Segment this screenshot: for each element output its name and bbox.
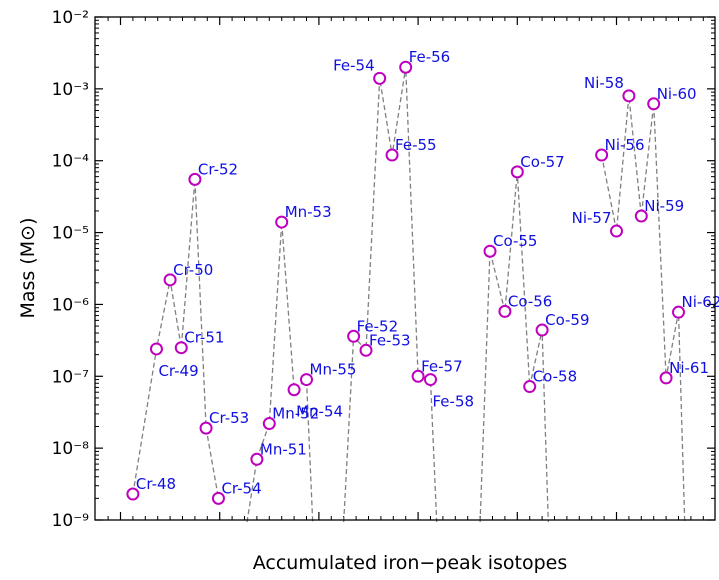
data-point-mn-53	[275, 215, 289, 229]
data-point-co-59	[535, 323, 549, 337]
data-point-mn-54	[287, 383, 301, 397]
point-label-mn-55: Mn-55	[310, 361, 357, 379]
point-label-fe-55: Fe-55	[395, 136, 437, 154]
data-point-co-55	[483, 244, 497, 258]
point-labels: Cr-48 Cr-49 Cr-50 Cr-51 Cr-52 Cr-53 Cr-54 Mn-51…	[136, 48, 719, 497]
data-point-cr-53	[199, 421, 213, 435]
point-label-cr-54: Cr-54	[221, 479, 261, 497]
y-axis-label: Mass (M⊙)	[17, 217, 39, 318]
data-point-ni-62	[672, 305, 685, 319]
point-label-cr-50: Cr-50	[173, 261, 213, 279]
point-label-mn-53: Mn-53	[285, 203, 332, 221]
point-label-ni-60: Ni-60	[657, 85, 697, 103]
data-points	[126, 60, 685, 505]
data-point-mn-55	[300, 373, 313, 387]
data-point-cr-49	[149, 342, 163, 356]
data-point-mn-52	[262, 417, 276, 431]
series-line-co	[479, 171, 549, 523]
data-point-fe-54	[373, 71, 387, 85]
data-point-fe-53	[359, 343, 373, 357]
data-point-fe-58	[424, 373, 437, 387]
y-tick-label: 10⁻³	[52, 80, 89, 100]
y-tick-label: 10⁻⁶	[52, 295, 90, 315]
point-label-ni-57: Ni-57	[572, 209, 612, 227]
plot-frame	[94, 16, 716, 521]
point-label-cr-53: Cr-53	[209, 409, 249, 427]
data-point-cr-51	[174, 341, 188, 355]
point-label-fe-56: Fe-56	[409, 48, 451, 66]
data-point-fe-52	[347, 329, 361, 343]
point-label-co-57: Co-57	[520, 153, 564, 171]
point-label-ni-61: Ni-61	[669, 359, 709, 377]
point-label-cr-52: Cr-52	[198, 160, 238, 178]
data-point-ni-61	[659, 371, 673, 385]
point-label-ni-62: Ni-62	[682, 293, 719, 311]
point-label-fe-52: Fe-52	[357, 317, 399, 335]
y-tick-label: 10⁻⁴	[52, 152, 90, 172]
point-label-fe-54: Fe-54	[333, 56, 375, 74]
y-tick-label: 10⁻⁷	[52, 367, 90, 387]
point-label-co-59: Co-59	[545, 311, 589, 329]
data-point-ni-58	[622, 89, 636, 103]
point-label-ni-59: Ni-59	[644, 197, 684, 215]
data-point-cr-50	[163, 273, 177, 287]
point-label-ni-56: Ni-56	[605, 136, 645, 154]
data-point-cr-54	[211, 491, 225, 505]
data-point-cr-48	[126, 487, 140, 501]
data-point-cr-52	[188, 172, 202, 186]
point-label-fe-57: Fe-57	[421, 357, 463, 375]
data-point-ni-57	[610, 224, 623, 238]
point-label-cr-49: Cr-49	[158, 362, 198, 380]
data-point-co-56	[498, 304, 512, 318]
point-label-mn-54: Mn-54	[296, 403, 343, 421]
point-label-co-56: Co-56	[508, 292, 552, 310]
point-label-ni-58: Ni-58	[584, 74, 624, 92]
data-point-ni-56	[595, 148, 609, 162]
data-point-fe-55	[385, 148, 399, 162]
data-point-co-58	[523, 380, 537, 394]
data-point-fe-56	[399, 60, 413, 74]
point-label-co-58: Co-58	[533, 368, 577, 386]
x-axis-label: Accumulated iron−peak isotopes	[253, 552, 568, 574]
point-label-fe-58: Fe-58	[433, 393, 475, 411]
y-tick-label: 10⁻⁵	[52, 224, 89, 244]
point-label-fe-53: Fe-53	[369, 331, 411, 349]
point-label-mn-52: Mn-52	[272, 405, 319, 423]
data-point-ni-60	[647, 97, 661, 111]
axis-ticks	[95, 16, 715, 521]
point-label-cr-51: Cr-51	[184, 329, 224, 347]
point-label-cr-48: Cr-48	[136, 475, 176, 493]
series-line-ni	[600, 95, 686, 523]
y-tick-label: 10⁻⁹	[52, 511, 90, 531]
point-label-mn-51: Mn-51	[260, 440, 307, 458]
data-point-mn-51	[250, 452, 264, 466]
series-line-mn	[246, 222, 314, 523]
y-tick-labels: 10⁻⁹ 10⁻⁸ 10⁻⁷ 10⁻⁶ 10⁻⁵ 10⁻⁴ 10⁻³ 10⁻²	[52, 8, 90, 531]
data-point-co-57	[510, 165, 524, 179]
y-tick-label: 10⁻⁸	[52, 439, 90, 459]
point-label-co-55: Co-55	[493, 232, 537, 250]
data-point-fe-57	[411, 369, 425, 383]
y-tick-label: 10⁻²	[52, 8, 89, 28]
data-point-ni-59	[634, 209, 648, 223]
